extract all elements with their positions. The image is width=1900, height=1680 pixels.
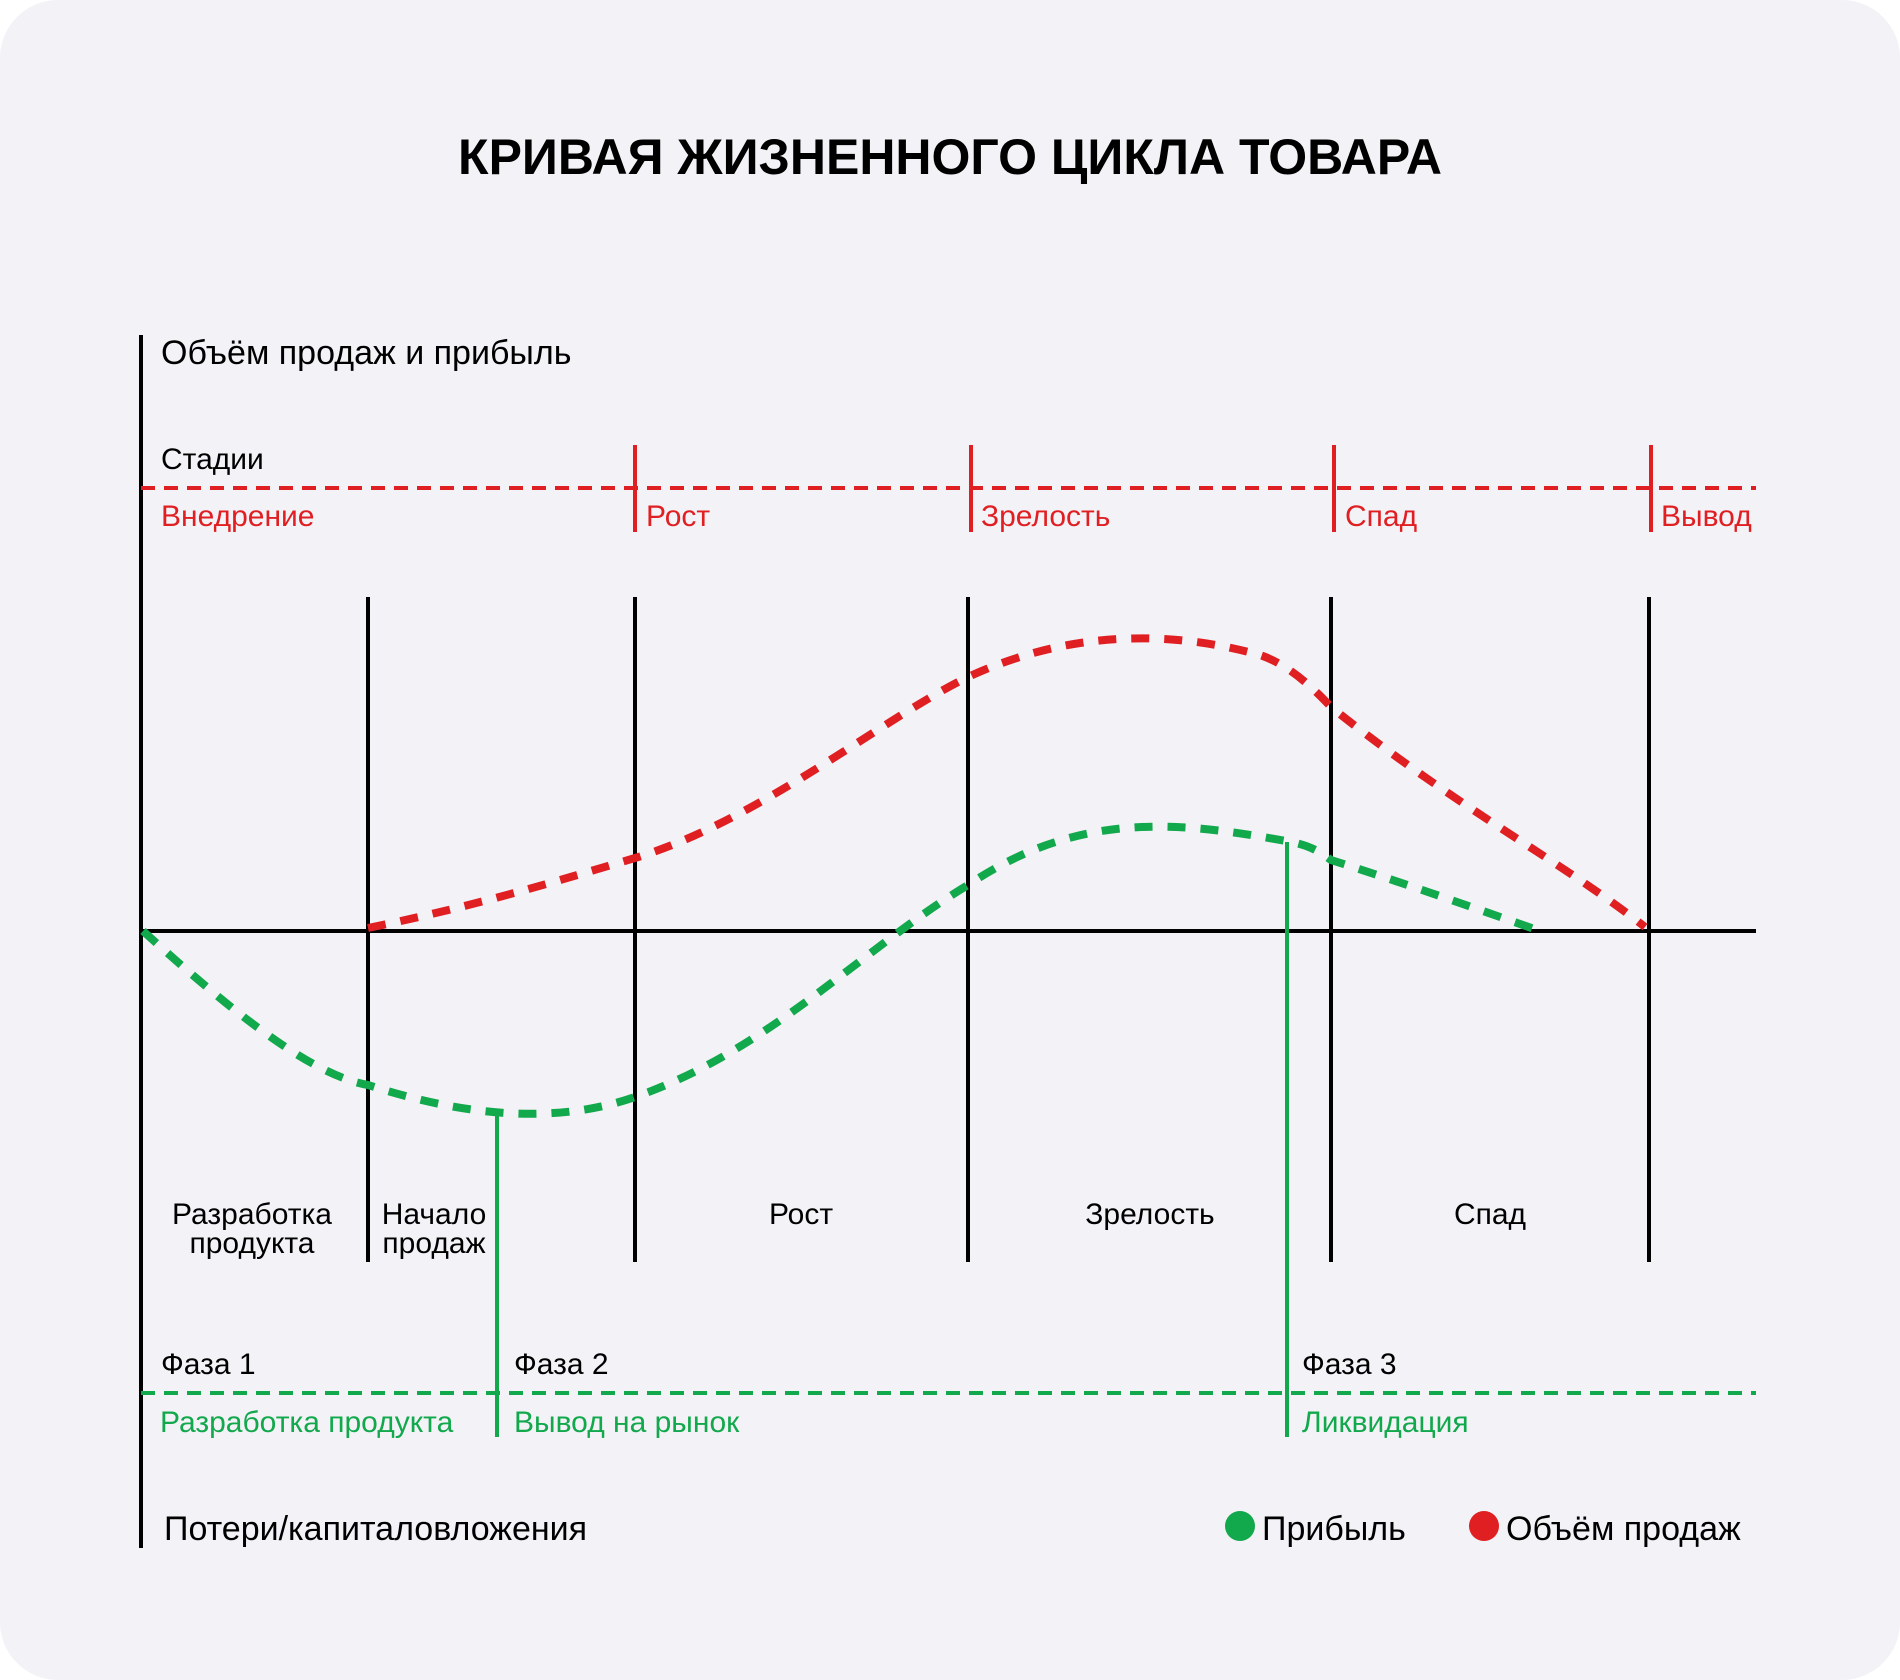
profit-curve xyxy=(140,822,1542,1118)
phase-3-label: Фаза 3 xyxy=(1302,1348,1397,1381)
stages-row-label: Стадии xyxy=(161,443,264,476)
phase-2-name: Вывод на рынок xyxy=(514,1406,740,1439)
diagram-title: КРИВАЯ ЖИЗНЕННОГО ЦИКЛА ТОВАРА xyxy=(458,129,1442,185)
stage-label-introduction: Внедрение xyxy=(161,500,315,533)
legend-sales-label: Объём продаж xyxy=(1506,1510,1741,1548)
sales-volume-curve xyxy=(367,634,1648,932)
legend-sales-dot xyxy=(1469,1511,1499,1541)
phase-2-label: Фаза 2 xyxy=(514,1348,609,1381)
phase-1-name: Разработка продукта xyxy=(160,1406,454,1439)
period-label-decline: Спад xyxy=(1454,1198,1526,1231)
legend-profit-dot xyxy=(1225,1511,1255,1541)
stage-label-decline: Спад xyxy=(1345,500,1417,533)
stage-label-maturity: Зрелость xyxy=(981,500,1110,533)
period-label-maturity: Зрелость xyxy=(1085,1198,1214,1231)
legend-profit-label: Прибыль xyxy=(1262,1510,1406,1548)
y-axis-bottom-label: Потери/капиталовложения xyxy=(164,1510,587,1548)
legend: Прибыль Объём продаж xyxy=(1225,1510,1741,1548)
period-label-sales-start-2: продаж xyxy=(382,1227,485,1260)
stage-label-withdrawal: Вывод xyxy=(1661,500,1752,533)
period-label-growth: Рост xyxy=(769,1198,833,1231)
period-label-sales-start-1: Начало xyxy=(382,1198,487,1231)
y-axis-top-label: Объём продаж и прибыль xyxy=(161,334,571,372)
period-label-development-2: продукта xyxy=(189,1227,314,1260)
stage-label-growth: Рост xyxy=(646,500,710,533)
period-label-development-1: Разработка xyxy=(172,1198,332,1231)
phase-1-label: Фаза 1 xyxy=(161,1348,256,1381)
phase-3-name: Ликвидация xyxy=(1302,1406,1469,1439)
